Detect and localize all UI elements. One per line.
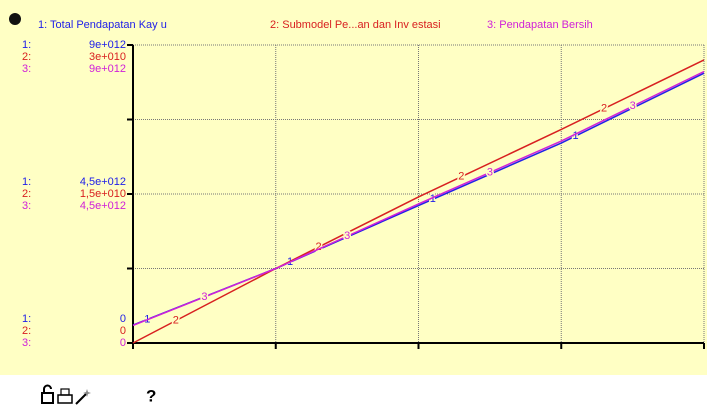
y-tick-label: 1,5e+010 xyxy=(80,188,126,200)
legend-entry: 3: Pendapatan Bersih xyxy=(487,19,593,31)
wand-icon[interactable] xyxy=(75,389,91,405)
series-marker: 3 xyxy=(630,100,636,112)
axis-prefix: 1: xyxy=(22,39,31,51)
y-tick-label: 0 xyxy=(120,325,126,337)
series-line xyxy=(132,59,705,344)
print-icon[interactable] xyxy=(57,388,73,404)
lock-icon[interactable] xyxy=(41,384,54,404)
series-marker: 1 xyxy=(572,130,578,142)
axis-prefix: 2: xyxy=(22,325,31,337)
series-line xyxy=(132,70,705,327)
series-marker: 2 xyxy=(173,315,179,327)
y-tick-label: 4,5e+012 xyxy=(80,200,126,212)
help-button[interactable]: ? xyxy=(146,386,156,405)
y-tick-label: 9e+012 xyxy=(89,63,126,75)
axis-prefix: 1: xyxy=(22,313,31,325)
y-tick-label: 9e+012 xyxy=(89,39,126,51)
axis-prefix: 3: xyxy=(22,337,31,349)
y-tick-label: 4,5e+012 xyxy=(80,176,126,188)
series-marker: 3 xyxy=(344,230,350,242)
series-marker: 2 xyxy=(601,102,607,114)
y-tick-label: 0 xyxy=(120,313,126,325)
axis-prefix: 1: xyxy=(22,176,31,188)
axis-prefix: 3: xyxy=(22,63,31,75)
series-marker: 1 xyxy=(430,193,436,205)
pin-icon[interactable] xyxy=(9,13,21,25)
toolbar-area xyxy=(0,375,707,408)
legend-entry: 1: Total Pendapatan Kay u xyxy=(38,19,167,31)
series-marker: 2 xyxy=(458,171,464,183)
series-marker: 3 xyxy=(201,291,207,303)
series-marker: 3 xyxy=(487,166,493,178)
axis-prefix: 2: xyxy=(22,51,31,63)
y-tick-label: 0 xyxy=(120,337,126,349)
legend-entry: 2: Submodel Pe...an dan Inv estasi xyxy=(270,19,441,31)
graph-pad xyxy=(0,0,707,375)
series-marker: 2 xyxy=(316,241,322,253)
y-tick-label: 3e+010 xyxy=(89,51,126,63)
axis-prefix: 3: xyxy=(22,200,31,212)
axis-prefix: 2: xyxy=(22,188,31,200)
